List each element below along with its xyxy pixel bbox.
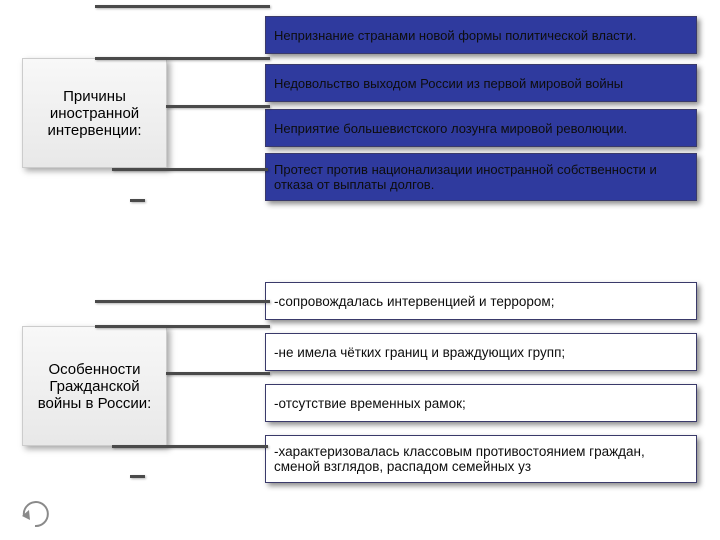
feature-box-2: -отсутствие временных рамок; (265, 384, 697, 422)
connector-g2-2 (166, 372, 270, 375)
feature-text-3: -характеризовалась классовым противостоя… (274, 444, 688, 474)
label-box-features: Особенности Гражданской войны в России: (22, 326, 167, 446)
connector-g2-3 (112, 445, 268, 448)
cause-text-1: Недовольство выходом России из первой ми… (274, 76, 623, 91)
label-box-causes: Причины иностранной интервенции: (22, 58, 167, 168)
feature-text-1: -не имела чётких границ и враждующих гру… (274, 345, 565, 360)
connector-g1-2 (166, 105, 270, 108)
label-causes-text: Причины иностранной интервенции: (31, 88, 158, 139)
feature-text-2: -отсутствие временных рамок; (274, 396, 466, 411)
cause-text-0: Непризнание странами новой формы политич… (274, 28, 637, 43)
cause-text-2: Неприятие большевистского лозунга мирово… (274, 121, 627, 136)
connector-g1-3 (112, 168, 268, 171)
cause-box-1: Недовольство выходом России из первой ми… (265, 64, 697, 102)
connector-g1-4 (130, 199, 145, 202)
connector-g1-1 (95, 57, 270, 60)
cause-box-2: Неприятие большевистского лозунга мирово… (265, 109, 697, 147)
feature-text-0: -сопровождалась интервенцией и террором; (274, 294, 554, 309)
label-features-text: Особенности Гражданской войны в России: (31, 361, 158, 412)
connector-g2-1 (95, 325, 270, 328)
cause-text-3: Протест против национализации иностранно… (274, 162, 688, 192)
feature-box-3: -характеризовалась классовым противостоя… (265, 435, 697, 483)
feature-box-0: -сопровождалась интервенцией и террором; (265, 282, 697, 320)
feature-box-1: -не имела чётких границ и враждующих гру… (265, 333, 697, 371)
connector-g2-0 (95, 300, 270, 303)
connector-g2-4 (130, 475, 145, 478)
cause-box-0: Непризнание странами новой формы политич… (265, 16, 697, 54)
connector-g1-0 (95, 5, 270, 8)
cause-box-3: Протест против национализации иностранно… (265, 153, 697, 201)
return-arrow-icon[interactable] (18, 498, 52, 528)
